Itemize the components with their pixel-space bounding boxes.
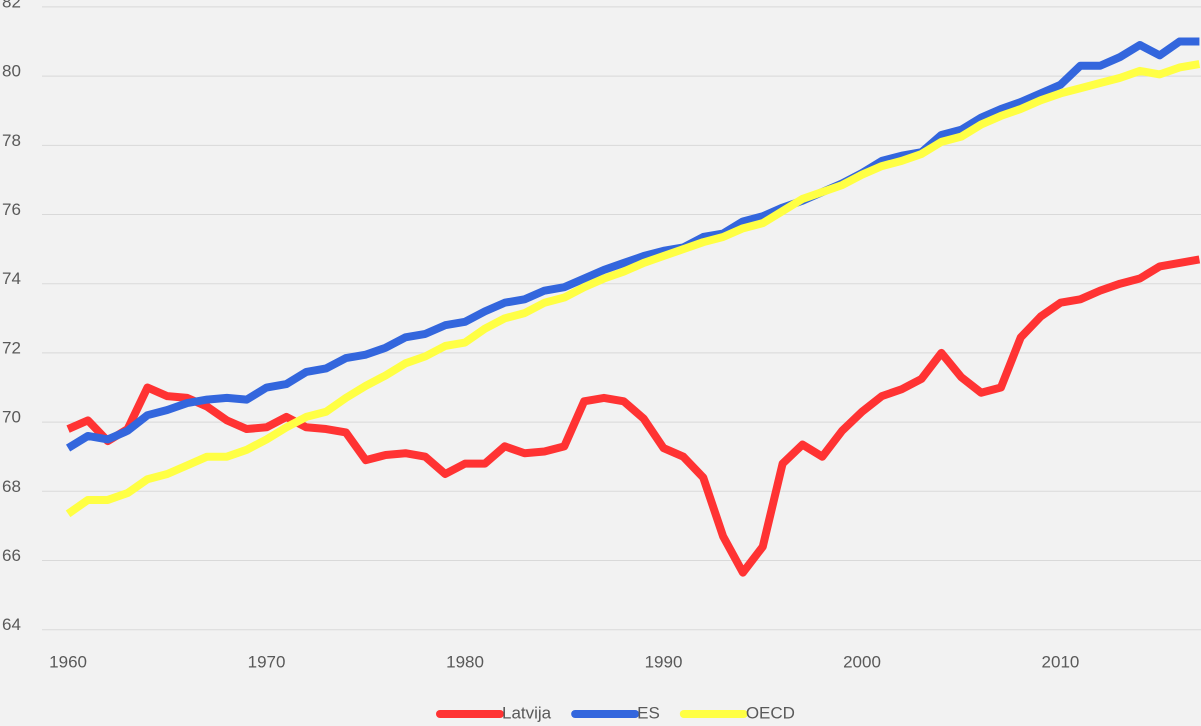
y-tick-label: 76 <box>2 200 21 219</box>
y-tick-label: 82 <box>2 0 21 11</box>
x-tick-label: 1960 <box>49 652 87 671</box>
x-tick-label: 2000 <box>843 652 881 671</box>
y-tick-label: 78 <box>2 131 21 150</box>
y-tick-label: 80 <box>2 62 21 81</box>
legend-label: ES <box>637 703 660 722</box>
x-tick-label: 1980 <box>446 652 484 671</box>
y-tick-label: 70 <box>2 408 21 427</box>
series-line <box>66 255 1201 577</box>
legend-label: Latvija <box>502 703 552 722</box>
y-tick-label: 64 <box>2 615 21 634</box>
y-tick-label: 72 <box>2 338 21 357</box>
y-tick-label: 68 <box>2 477 21 496</box>
x-tick-label: 1990 <box>645 652 683 671</box>
series-line <box>65 37 1200 452</box>
y-tick-label: 66 <box>2 546 21 565</box>
legend: Latvija ES OECD <box>436 703 795 722</box>
series-line <box>65 60 1201 518</box>
legend-label: OECD <box>746 703 795 722</box>
y-tick-label: 74 <box>2 269 21 288</box>
x-tick-label: 1970 <box>248 652 286 671</box>
x-tick-label: 2010 <box>1042 652 1080 671</box>
